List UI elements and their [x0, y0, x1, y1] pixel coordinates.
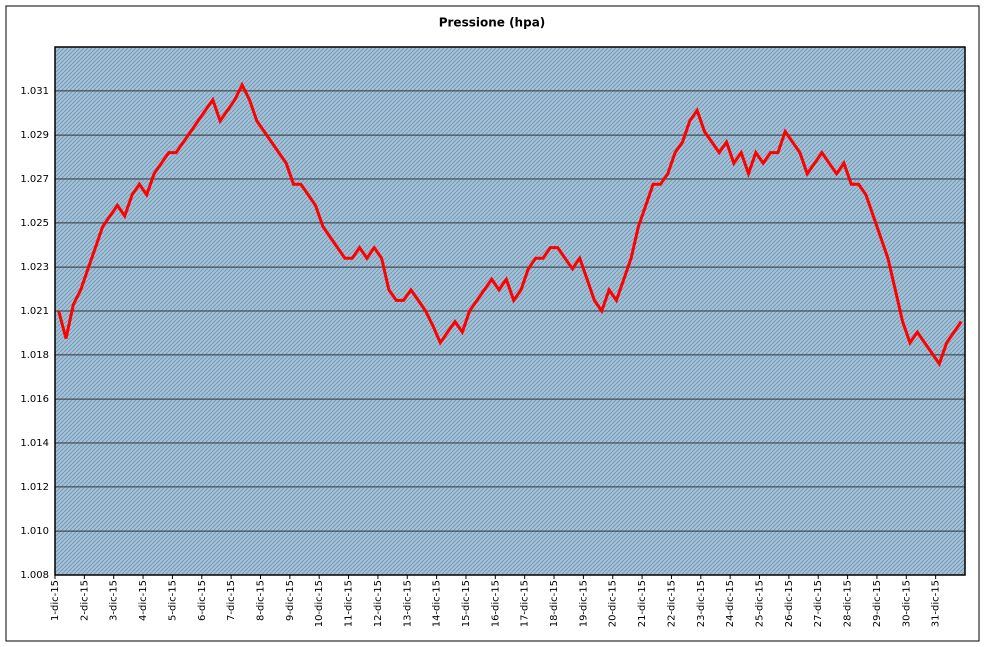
x-tick-label: 15-dic-15	[461, 580, 472, 627]
x-tick-label: 28-dic-15	[843, 580, 854, 627]
y-tick-label: 1.010	[20, 526, 49, 537]
x-tick-label: 1-dic-15	[50, 580, 61, 621]
x-tick-label: 8-dic-15	[255, 580, 266, 621]
x-tick-label: 26-dic-15	[784, 580, 795, 627]
chart-title: Pressione (hpa)	[439, 16, 546, 30]
x-tick-label: 5-dic-15	[167, 580, 178, 621]
x-tick-label: 24-dic-15	[725, 580, 736, 627]
x-tick-label: 30-dic-15	[901, 580, 912, 627]
x-tick-label: 14-dic-15	[432, 580, 443, 627]
x-tick-label: 18-dic-15	[549, 580, 560, 627]
x-tick-label: 4-dic-15	[138, 580, 149, 621]
x-tick-label: 11-dic-15	[344, 580, 355, 627]
x-tick-label: 7-dic-15	[226, 580, 237, 621]
x-tick-label: 23-dic-15	[696, 580, 707, 627]
y-tick-label: 1.016	[20, 394, 49, 405]
x-tick-label: 13-dic-15	[402, 580, 413, 627]
x-tick-label: 31-dic-15	[931, 580, 942, 627]
x-tick-label: 25-dic-15	[755, 580, 766, 627]
y-tick-label: 1.012	[20, 482, 49, 493]
y-tick-label: 1.025	[20, 218, 49, 229]
x-tick-label: 21-dic-15	[637, 580, 648, 627]
y-tick-label: 1.021	[20, 306, 49, 317]
x-tick-label: 9-dic-15	[285, 580, 296, 621]
x-tick-label: 19-dic-15	[578, 580, 589, 627]
x-tick-label: 29-dic-15	[872, 580, 883, 627]
x-tick-label: 10-dic-15	[314, 580, 325, 627]
y-tick-label: 1.008	[20, 570, 49, 581]
x-tick-label: 12-dic-15	[373, 580, 384, 627]
y-tick-label: 1.027	[20, 174, 49, 185]
x-tick-label: 16-dic-15	[490, 580, 501, 627]
y-tick-label: 1.031	[20, 86, 49, 97]
data-line	[57, 81, 963, 368]
y-tick-label: 1.018	[20, 350, 49, 361]
y-tick-label: 1.023	[20, 262, 49, 273]
x-tick-label: 3-dic-15	[109, 580, 120, 621]
y-tick-label: 1.029	[20, 130, 49, 141]
x-tick-label: 22-dic-15	[666, 580, 677, 627]
x-tick-label: 17-dic-15	[520, 580, 531, 627]
x-tick-label: 20-dic-15	[608, 580, 619, 627]
x-tick-label: 6-dic-15	[197, 580, 208, 621]
y-tick-label: 1.014	[20, 438, 49, 449]
plot-border	[54, 46, 966, 576]
x-tick-label: 27-dic-15	[813, 580, 824, 627]
x-tick-label: 2-dic-15	[79, 580, 90, 621]
